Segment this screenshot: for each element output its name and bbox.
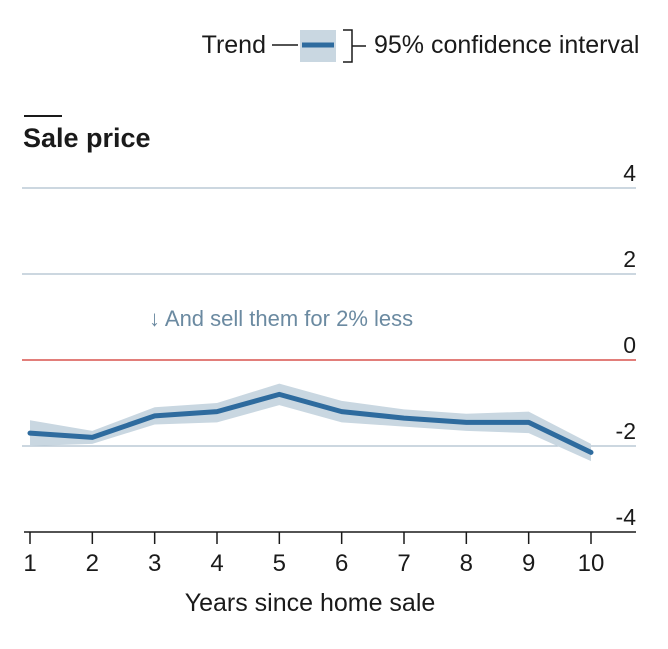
chart-title: Sale price	[23, 123, 151, 153]
x-tick-label: 10	[578, 550, 605, 577]
trend-line	[27, 391, 594, 455]
legend-ci-bracket	[343, 29, 366, 63]
x-ticks	[29, 532, 592, 544]
x-tick-label: 7	[397, 550, 410, 577]
x-tick-label: 3	[148, 550, 161, 577]
x-tick-labels: 1 2 3 4 5 6 7 8 9 10	[23, 550, 604, 577]
y-tick-labels: 4 2 0 -2 -4	[616, 160, 637, 530]
x-tick-label: 6	[335, 550, 348, 577]
x-tick-label: 1	[23, 550, 36, 577]
x-axis-label: Years since home sale	[185, 589, 436, 617]
x-tick-label: 8	[460, 550, 473, 577]
y-tick-label: 0	[623, 332, 636, 358]
legend-ci-label: 95% confidence interval	[374, 31, 639, 59]
legend: Trend 95% confidence interval	[202, 29, 639, 63]
legend-trend-label: Trend	[202, 31, 266, 59]
x-tick-label: 2	[86, 550, 99, 577]
x-tick-label: 9	[522, 550, 535, 577]
annotation-text: ↓ And sell them for 2% less	[149, 306, 413, 331]
y-tick-label: -2	[616, 418, 636, 444]
x-tick-label: 5	[273, 550, 286, 577]
gridlines	[22, 187, 636, 447]
y-tick-label: -4	[616, 504, 637, 530]
y-tick-label: 4	[623, 160, 636, 186]
x-tick-label: 4	[210, 550, 223, 577]
y-tick-label: 2	[623, 246, 636, 272]
